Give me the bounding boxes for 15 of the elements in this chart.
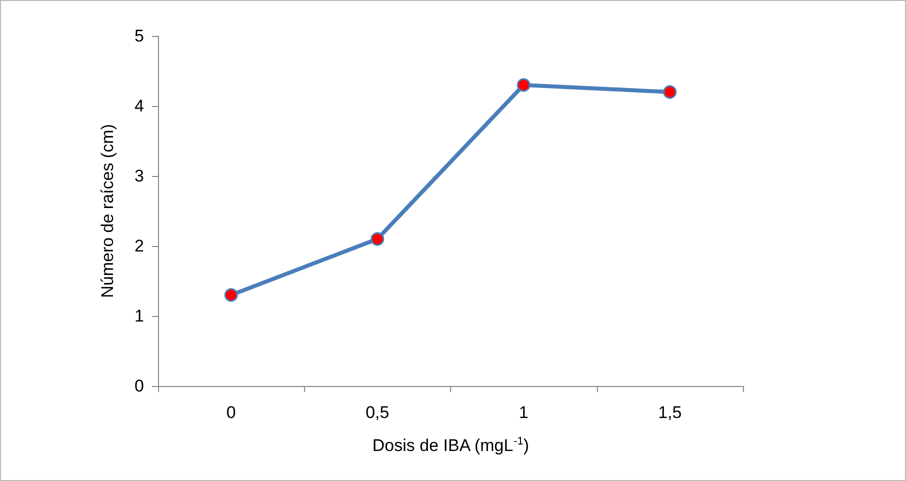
point (516, 78, 530, 92)
x-tick-label: 1 (518, 403, 528, 422)
y-tick-label: 4 (134, 96, 144, 116)
y-tick-label: 3 (134, 166, 144, 186)
x-tick-label: 1,5 (658, 403, 682, 422)
x-tick-label: 0 (226, 403, 236, 422)
point (224, 288, 238, 302)
y-tick-label: 0 (134, 376, 144, 396)
y-tick-label: 5 (134, 26, 144, 46)
x-tick-label: 0,5 (366, 403, 390, 422)
y-tick-label: 2 (134, 236, 144, 256)
y-tick-label: 1 (134, 306, 144, 326)
point (663, 85, 677, 99)
point (370, 232, 384, 246)
y-axis-title: Número de raíces (cm) (98, 124, 117, 298)
